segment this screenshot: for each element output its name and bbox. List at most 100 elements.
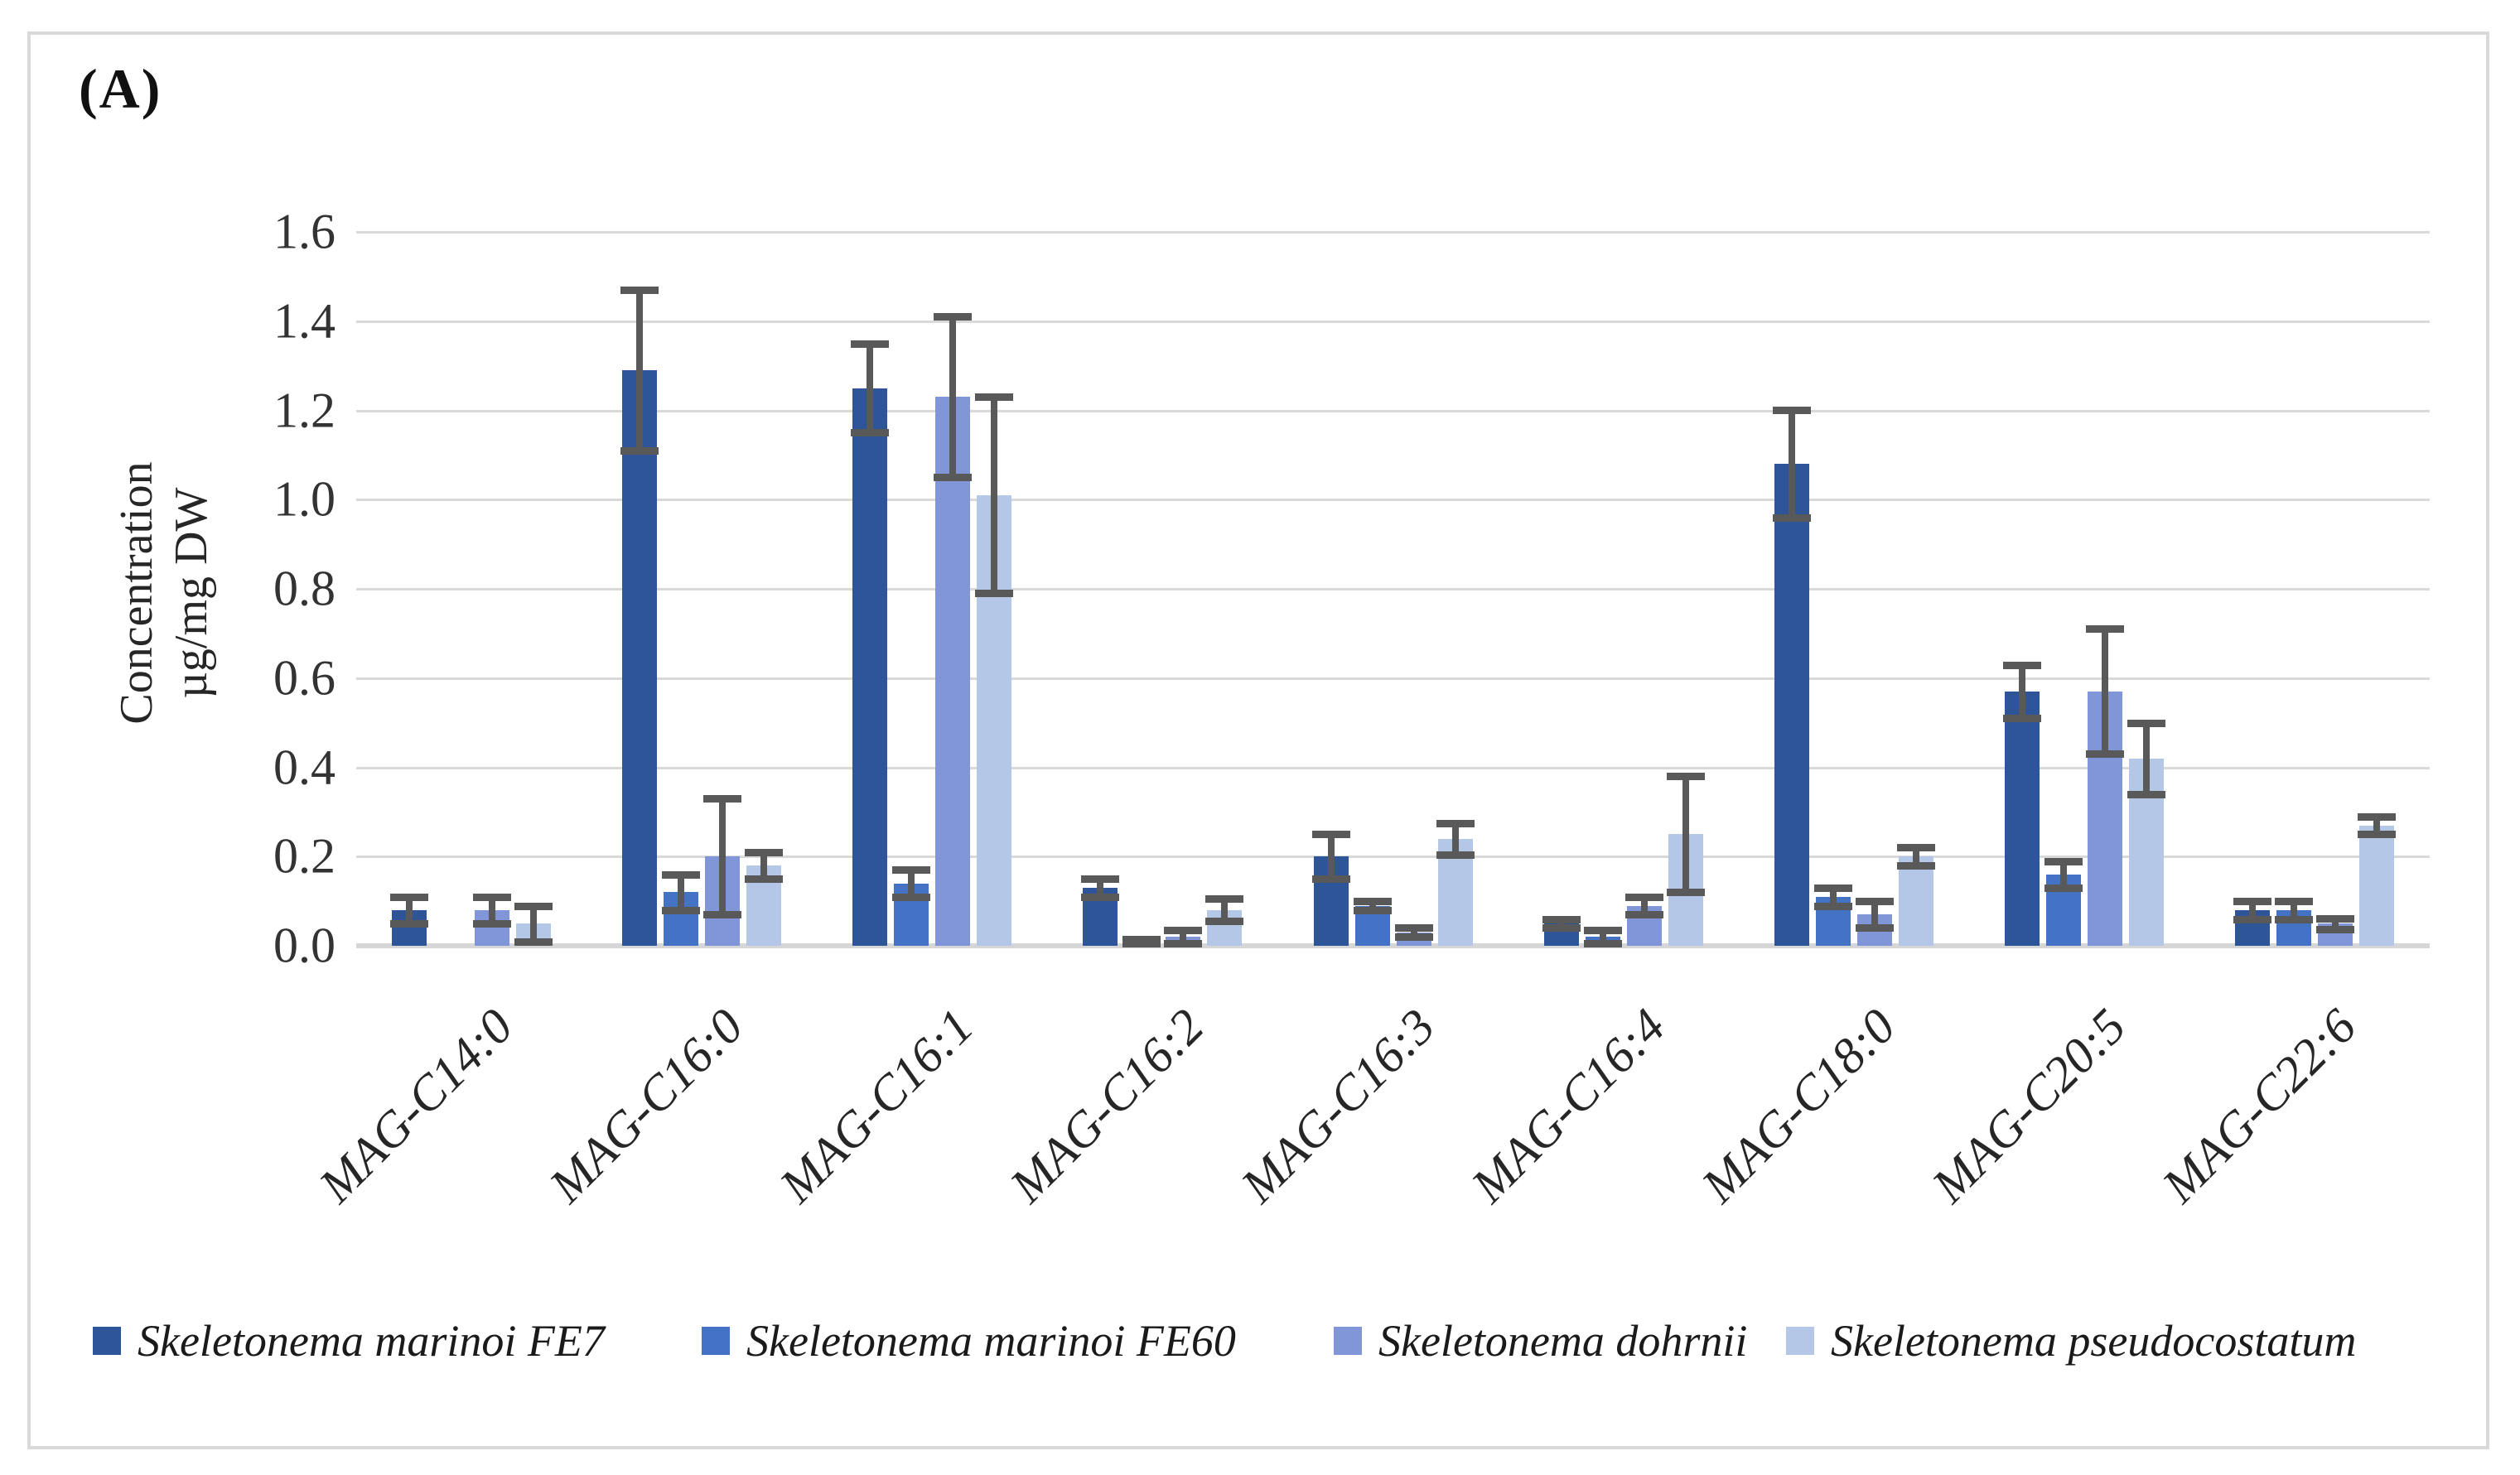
error-bar-cap-top xyxy=(473,894,511,901)
error-bar-stem xyxy=(1682,776,1689,892)
legend-swatch-icon xyxy=(1334,1327,1362,1355)
error-bar-cap-top xyxy=(1814,885,1852,892)
bar-series1-MAG-C18:0 xyxy=(1774,464,1809,946)
gridline xyxy=(356,231,2430,234)
error-bar-stem xyxy=(719,798,726,914)
legend-entry-1: Skeletonema marinoi FE7 xyxy=(93,1315,605,1367)
error-bar-cap-top xyxy=(934,313,972,321)
error-bar-cap-top xyxy=(2233,898,2271,905)
error-bar-stem xyxy=(1221,899,1228,921)
legend-swatch-icon xyxy=(702,1327,730,1355)
error-bar-stem xyxy=(1097,879,1103,897)
error-bar-cap-bottom xyxy=(703,911,741,918)
error-bar-cap-bottom xyxy=(2316,926,2354,933)
error-bar-stem xyxy=(2373,817,2380,835)
error-bar-stem xyxy=(1830,888,1837,906)
error-bar-cap-bottom xyxy=(851,429,889,436)
error-bar-cap-top xyxy=(745,849,783,856)
error-bar-cap-top xyxy=(1584,927,1622,934)
error-bar-stem xyxy=(2060,861,2067,888)
error-bar-cap-top xyxy=(2086,625,2124,633)
error-bar-cap-bottom xyxy=(745,875,783,883)
panel-label: (A) xyxy=(79,57,162,120)
error-bar-cap-top xyxy=(1395,924,1433,932)
gridline xyxy=(356,499,2430,502)
legend-entry-4: Skeletonema pseudocostatum xyxy=(1786,1315,2356,1367)
y-tick-label: 1.2 xyxy=(273,383,336,437)
error-bar-stem xyxy=(1913,847,1919,865)
y-tick-label: 1.0 xyxy=(273,471,336,527)
legend-label: Skeletonema marinoi FE7 xyxy=(138,1316,605,1366)
y-tick-label: 0.4 xyxy=(273,740,336,794)
error-bar-cap-top xyxy=(1312,831,1350,838)
error-bar-cap-bottom xyxy=(620,447,659,455)
error-bar-cap-top xyxy=(2358,813,2396,821)
error-bar-cap-bottom xyxy=(2358,831,2396,838)
y-tick-label: 1.4 xyxy=(273,293,336,349)
error-bar-cap-top xyxy=(1081,875,1119,883)
error-bar-cap-top xyxy=(514,903,553,910)
error-bar-cap-top xyxy=(1897,844,1935,851)
error-bar-cap-bottom xyxy=(1542,924,1581,932)
error-bar-cap-top xyxy=(2127,720,2165,727)
error-bar-cap-top xyxy=(2003,662,2041,669)
error-bar-cap-top xyxy=(851,340,889,348)
y-tick-label: 1.6 xyxy=(273,204,336,259)
y-axis-title-line1: Concentration xyxy=(111,461,162,725)
y-tick-label: 0.2 xyxy=(273,828,336,884)
error-bar-cap-top xyxy=(2275,898,2313,905)
error-bar-stem xyxy=(2332,918,2339,929)
bar-series1-MAG-C16:0 xyxy=(622,370,657,946)
gridline xyxy=(356,409,2430,412)
error-bar-cap-bottom xyxy=(1436,851,1475,859)
error-bar-stem xyxy=(636,290,643,451)
error-bar-cap-bottom xyxy=(1773,514,1811,522)
error-bar-stem xyxy=(1328,834,1335,879)
error-bar-cap-bottom xyxy=(1667,889,1705,896)
error-bar-stem xyxy=(949,316,956,477)
error-bar-cap-top xyxy=(2316,915,2354,923)
legend-label: Skeletonema marinoi FE60 xyxy=(746,1316,1236,1366)
error-bar-stem xyxy=(2102,629,2108,754)
error-bar-cap-top xyxy=(662,871,700,879)
error-bar-cap-bottom xyxy=(1354,907,1392,914)
error-bar-cap-bottom xyxy=(390,920,428,928)
gridline xyxy=(356,766,2430,769)
error-bar-cap-top xyxy=(390,894,428,901)
error-bar-cap-bottom xyxy=(2233,916,2271,923)
error-bar-cap-bottom xyxy=(934,474,972,481)
gridline xyxy=(356,856,2430,859)
error-bar-stem xyxy=(2291,901,2297,919)
error-bar-cap-bottom xyxy=(1205,918,1243,925)
figure-border xyxy=(27,31,2489,1449)
error-bar-stem xyxy=(1411,928,1417,937)
y-tick-label: 0.0 xyxy=(273,918,336,973)
error-bar-cap-top xyxy=(2044,858,2083,865)
error-bar-cap-top xyxy=(620,287,659,294)
error-bar-cap-bottom xyxy=(1312,875,1350,883)
error-bar-cap-bottom xyxy=(975,590,1013,597)
legend-swatch-icon xyxy=(93,1327,121,1355)
legend-swatch-icon xyxy=(1786,1327,1814,1355)
gridline xyxy=(356,588,2430,590)
y-tick-label: 0.6 xyxy=(273,650,336,706)
error-bar-cap-bottom xyxy=(2275,916,2313,923)
error-bar-cap-bottom xyxy=(1856,924,1894,932)
legend-entry-3: Skeletonema dohrnii xyxy=(1334,1315,1747,1367)
error-bar-cap-top xyxy=(1856,898,1894,905)
error-bar-cap-top xyxy=(1625,894,1663,901)
error-bar-stem xyxy=(1641,897,1648,915)
error-bar-cap-top xyxy=(1205,895,1243,903)
error-bar-cap-bottom xyxy=(1164,940,1202,947)
error-bar-stem xyxy=(2249,901,2256,919)
error-bar-stem xyxy=(908,870,915,896)
error-bar-cap-bottom xyxy=(2044,885,2083,892)
error-bar-stem xyxy=(1871,901,1878,928)
error-bar-stem xyxy=(991,397,997,593)
error-bar-cap-top xyxy=(703,795,741,803)
bar-series4-MAG-C22:6 xyxy=(2359,826,2394,946)
error-bar-stem xyxy=(1369,901,1376,910)
bar-series4-MAG-C18:0 xyxy=(1899,856,1933,946)
error-bar-cap-top xyxy=(1122,936,1161,943)
